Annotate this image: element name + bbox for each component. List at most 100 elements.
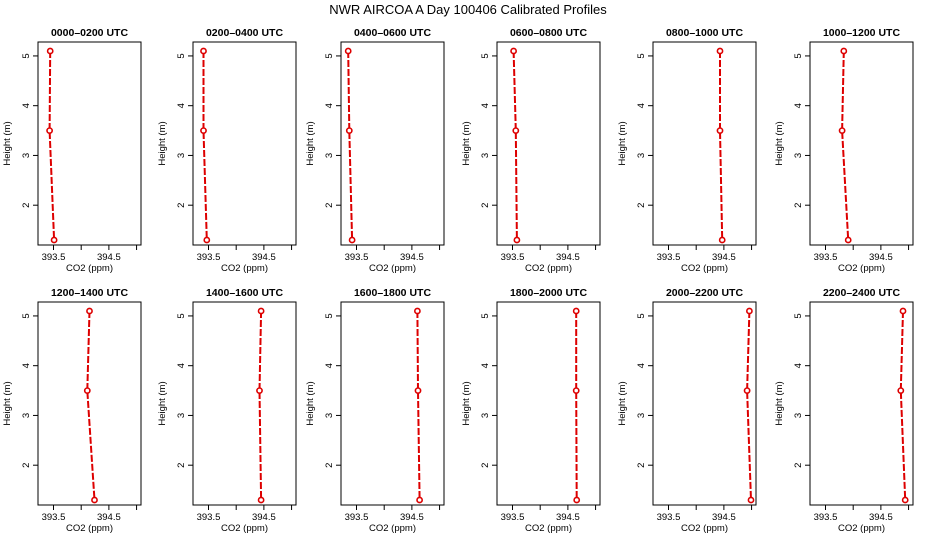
x-axis-label: CO2 (ppm) [681,263,728,274]
series-line [202,51,208,241]
panel-title: 1000–1200 UTC [823,27,900,39]
data-point [747,496,755,504]
y-axis-label: Height (m) [461,121,472,165]
data-point [844,236,852,244]
x-tick-label: 394.5 [712,252,736,263]
plot-frame [809,41,914,246]
plot-frame [496,301,601,506]
y-tick-label: 5 [793,313,804,318]
y-tick-label: 2 [636,203,647,208]
data-point [91,496,98,504]
data-point [257,496,265,504]
y-tick-label: 5 [636,313,647,318]
y-tick-label: 3 [793,153,804,158]
x-tick-label: 394.5 [400,252,424,263]
data-point [46,127,53,134]
y-tick-label: 2 [793,463,804,468]
x-axis-label: CO2 (ppm) [221,523,268,534]
x-axis-label: CO2 (ppm) [369,523,416,534]
panel-title: 0600–0800 UTC [510,27,587,39]
y-tick-label: 4 [21,363,32,368]
data-point [840,47,848,55]
series-line [746,310,752,501]
x-axis-label: CO2 (ppm) [838,263,885,274]
x-tick-label: 394.5 [252,252,276,263]
x-tick-label: 394.5 [97,252,121,263]
data-point [257,307,265,315]
x-tick-label: 394.5 [97,512,121,523]
y-tick-label: 2 [21,463,32,468]
y-tick-label: 5 [324,313,335,318]
data-point [746,307,753,315]
y-tick-label: 4 [21,103,32,108]
plot-frame [192,41,297,246]
data-point [743,387,751,394]
plot-frame [809,301,914,506]
x-tick-label: 394.5 [869,252,893,263]
data-point [716,127,724,134]
x-tick-label: 393.5 [657,512,681,523]
y-tick-label: 2 [636,463,647,468]
y-tick-label: 2 [793,203,804,208]
data-point [256,387,263,394]
y-axis-label: Height (m) [2,381,13,425]
y-axis-label: Height (m) [774,381,785,425]
y-tick-label: 2 [480,463,491,468]
y-tick-label: 4 [324,363,335,368]
data-point [572,307,580,315]
panel-title: 0800–1000 UTC [666,27,743,39]
y-axis-label: Height (m) [2,121,13,165]
y-axis-label: Height (m) [157,381,168,425]
data-point [901,496,909,504]
y-tick-label: 3 [176,153,187,158]
y-tick-label: 3 [480,153,491,158]
plot-frame [496,41,601,246]
panel-title: 1800–2000 UTC [510,287,587,299]
y-tick-label: 3 [793,413,804,418]
y-tick-label: 4 [793,363,804,368]
x-tick-label: 393.5 [814,252,838,263]
y-axis-label: Height (m) [461,381,472,425]
data-point [345,127,353,134]
series-line [899,310,907,501]
x-tick-label: 393.5 [345,512,369,523]
data-point [83,387,91,394]
x-tick-label: 393.5 [501,512,525,523]
x-axis-label: CO2 (ppm) [221,263,268,274]
y-tick-label: 5 [176,313,187,318]
data-point [510,47,517,55]
data-point [572,387,580,394]
x-tick-label: 393.5 [42,252,66,263]
x-tick-label: 393.5 [501,252,525,263]
data-point [200,47,207,55]
plot-frame [37,301,142,506]
panel-title: 0400–0600 UTC [354,27,431,39]
data-point [86,307,93,315]
x-tick-label: 394.5 [400,512,424,523]
data-point [838,127,846,134]
data-point [573,496,581,504]
data-point [203,236,211,244]
data-point [716,47,724,55]
x-tick-label: 393.5 [345,252,369,263]
series-line [347,50,354,241]
panel-title: 2000–2200 UTC [666,287,743,299]
x-axis-label: CO2 (ppm) [66,523,113,534]
data-point [344,47,352,55]
page-title: NWR AIRCOA A Day 100406 Calibrated Profi… [329,2,607,17]
data-point [46,47,54,55]
y-tick-label: 3 [480,413,491,418]
y-tick-label: 3 [21,413,32,418]
y-tick-label: 4 [176,363,187,368]
y-tick-label: 5 [480,53,491,58]
x-axis-label: CO2 (ppm) [681,523,728,534]
y-tick-label: 4 [480,363,491,368]
y-tick-label: 4 [176,103,187,108]
panel-title: 0000–0200 UTC [51,27,128,39]
x-tick-label: 393.5 [814,512,838,523]
y-tick-label: 3 [324,153,335,158]
x-axis-label: CO2 (ppm) [369,263,416,274]
data-point [416,496,423,504]
y-tick-label: 5 [176,53,187,58]
